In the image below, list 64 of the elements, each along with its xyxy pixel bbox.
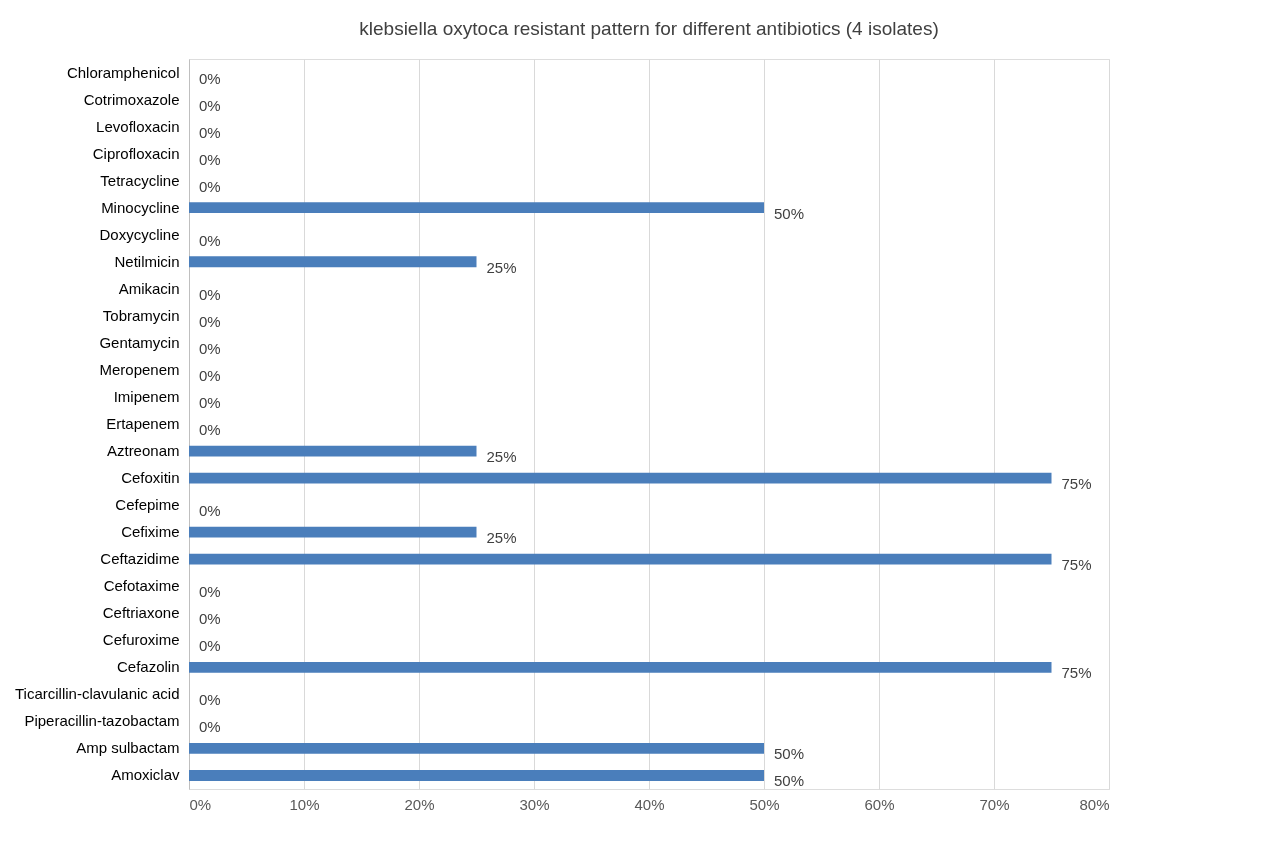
x-tick-label: 80% bbox=[1079, 795, 1110, 813]
y-tick-label: Doxycycline bbox=[99, 225, 180, 243]
data-label: 25% bbox=[486, 258, 517, 276]
data-label: 0% bbox=[199, 610, 221, 628]
data-label: 0% bbox=[199, 718, 221, 736]
data-label: 0% bbox=[199, 285, 221, 303]
data-label: 0% bbox=[199, 69, 221, 87]
y-tick-label: Levofloxacin bbox=[96, 117, 180, 135]
y-tick-label: Ceftriaxone bbox=[102, 604, 180, 622]
y-tick-label: Tetracycline bbox=[100, 171, 180, 189]
data-label: 0% bbox=[199, 231, 221, 249]
data-label: 50% bbox=[774, 204, 805, 222]
y-tick-label: Amp sulbactam bbox=[76, 739, 180, 757]
y-tick-label: Cefepime bbox=[115, 496, 180, 514]
y-tick-label: Ciprofloxacin bbox=[92, 144, 180, 162]
y-tick-label: Minocycline bbox=[101, 198, 180, 216]
x-tick-label: 50% bbox=[749, 795, 780, 813]
data-label: 25% bbox=[486, 529, 517, 547]
data-label: 0% bbox=[199, 393, 221, 411]
y-tick-label: Cefazolin bbox=[116, 658, 180, 676]
y-tick-label: Cefotaxime bbox=[103, 577, 180, 595]
y-tick-label: Cefuroxime bbox=[102, 631, 180, 649]
data-label: 50% bbox=[774, 772, 805, 790]
data-label: 50% bbox=[774, 745, 805, 763]
x-tick-label: 40% bbox=[634, 795, 665, 813]
y-tick-label: Amoxiclav bbox=[111, 766, 180, 784]
y-tick-label: Imipenem bbox=[113, 387, 180, 405]
x-tick-label: 10% bbox=[289, 795, 320, 813]
y-tick-label: Aztreonam bbox=[106, 442, 180, 460]
y-tick-label: Ceftazidime bbox=[100, 550, 180, 568]
data-label: 0% bbox=[199, 366, 221, 384]
y-tick-label: Ertapenem bbox=[106, 415, 180, 432]
y-tick-label: Tobramycin bbox=[102, 306, 180, 324]
data-label: 25% bbox=[486, 448, 517, 466]
data-label: 0% bbox=[199, 339, 221, 357]
y-tick-label: Cefoxitin bbox=[121, 469, 180, 487]
y-tick-label: Chloramphenicol bbox=[66, 63, 180, 81]
data-label: 0% bbox=[199, 150, 221, 168]
x-tick-label: 70% bbox=[979, 795, 1010, 813]
y-tick-label: Ticarcillin-clavulanic acid bbox=[15, 685, 180, 703]
y-tick-label: Cefixime bbox=[121, 523, 180, 541]
y-tick-label: Netilmicin bbox=[114, 252, 180, 270]
data-label: 0% bbox=[199, 96, 221, 114]
x-tick-label: 30% bbox=[519, 795, 550, 813]
y-tick-label: Gentamycin bbox=[99, 333, 180, 351]
y-tick-label: Cotrimoxazole bbox=[83, 90, 180, 108]
data-label: 0% bbox=[199, 312, 221, 330]
y-tick-label: Amikacin bbox=[118, 279, 180, 297]
data-label: 0% bbox=[199, 691, 221, 709]
data-label: 0% bbox=[199, 502, 221, 520]
data-label: 75% bbox=[1061, 556, 1092, 574]
x-tick-label: 0% bbox=[189, 795, 212, 813]
y-tick-label: Meropenem bbox=[99, 360, 180, 378]
x-tick-label: 20% bbox=[404, 795, 435, 813]
data-label: 0% bbox=[199, 421, 221, 438]
data-label: 0% bbox=[199, 583, 221, 601]
data-label: 75% bbox=[1061, 664, 1092, 682]
data-label: 0% bbox=[199, 177, 221, 195]
y-tick-label: Piperacillin-tazobactam bbox=[24, 712, 180, 730]
data-label: 0% bbox=[199, 637, 221, 655]
data-label: 0% bbox=[199, 123, 221, 141]
x-tick-label: 60% bbox=[864, 795, 895, 813]
chart-title: klebsiella oxytoca resistant pattern for different antibiotics (4 isolates) bbox=[359, 18, 939, 39]
data-label: 75% bbox=[1061, 475, 1092, 493]
